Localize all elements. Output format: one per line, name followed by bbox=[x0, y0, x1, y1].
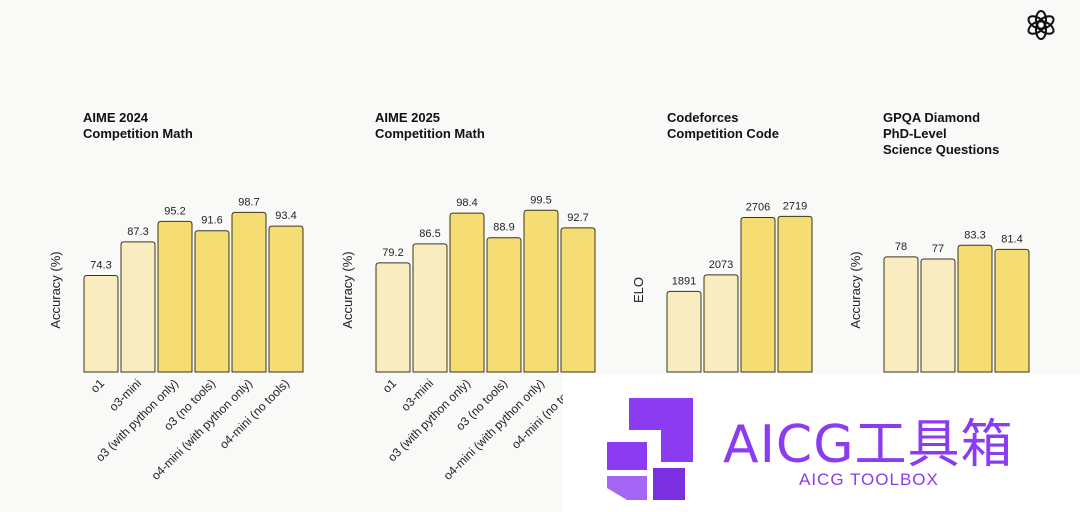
bar bbox=[777, 215, 813, 373]
bar-value-label: 2719 bbox=[783, 200, 807, 212]
bar-value-label: 83.3 bbox=[964, 229, 985, 241]
bar bbox=[375, 262, 411, 373]
watermark-subtitle: AICG TOOLBOX bbox=[799, 470, 939, 489]
openai-logo-icon bbox=[1024, 8, 1058, 42]
bar bbox=[412, 243, 448, 373]
chart-title-line: GPQA Diamond bbox=[883, 110, 980, 125]
bar-value-label: 91.6 bbox=[201, 215, 222, 227]
bar bbox=[157, 220, 193, 373]
aicg-logo-icon bbox=[603, 392, 713, 504]
watermark-title: AICG工具箱 bbox=[723, 415, 1014, 475]
bar-value-label: 78 bbox=[895, 241, 907, 253]
bar-value-label: 79.2 bbox=[382, 247, 403, 259]
bar-value-label: 92.7 bbox=[567, 212, 588, 224]
watermark: AICG工具箱 AICG TOOLBOX bbox=[563, 374, 1080, 512]
x-tick-label: o1 bbox=[88, 376, 108, 396]
bar-value-label: 2706 bbox=[746, 202, 770, 214]
bar bbox=[957, 244, 993, 373]
bar-value-label: 1891 bbox=[672, 275, 696, 287]
bar-value-label: 98.7 bbox=[238, 196, 259, 208]
bar-value-label: 86.5 bbox=[419, 228, 440, 240]
bar-value-label: 93.4 bbox=[275, 210, 296, 222]
bar-value-label: 74.3 bbox=[90, 259, 111, 271]
bar bbox=[740, 217, 776, 373]
bar bbox=[486, 237, 522, 373]
y-axis-label: Accuracy (%) bbox=[340, 251, 355, 328]
bar-value-label: 88.9 bbox=[493, 222, 514, 234]
bar bbox=[268, 225, 304, 373]
y-axis-label: Accuracy (%) bbox=[848, 251, 863, 328]
chart-title-line: PhD-Level bbox=[883, 126, 947, 141]
bar-value-label: 2073 bbox=[709, 259, 733, 271]
bar bbox=[449, 212, 485, 373]
x-tick-label: o4-mini (no tools) bbox=[217, 376, 292, 451]
bar bbox=[883, 256, 919, 373]
y-axis-label: Accuracy (%) bbox=[48, 251, 63, 328]
bar-value-label: 98.4 bbox=[456, 197, 477, 209]
bar bbox=[703, 274, 739, 373]
chart-title-line: Science Questions bbox=[883, 142, 999, 157]
chart-title-line: Codeforces bbox=[667, 110, 739, 125]
chart-title-line: Competition Math bbox=[375, 126, 485, 141]
bar bbox=[120, 241, 156, 373]
bar-value-label: 81.4 bbox=[1001, 233, 1022, 245]
bar bbox=[194, 230, 230, 373]
bar bbox=[231, 211, 267, 373]
bar-value-label: 99.5 bbox=[530, 194, 551, 206]
chart-title-line: AIME 2025 bbox=[375, 110, 440, 125]
y-axis-label: ELO bbox=[631, 277, 646, 303]
bar bbox=[523, 209, 559, 373]
bar-value-label: 77 bbox=[932, 243, 944, 255]
chart-title-line: Competition Code bbox=[667, 126, 779, 141]
bar bbox=[666, 290, 702, 373]
bar-value-label: 95.2 bbox=[164, 205, 185, 217]
chart-title-line: Competition Math bbox=[83, 126, 193, 141]
bar bbox=[994, 248, 1030, 373]
chart-title-line: AIME 2024 bbox=[83, 110, 149, 125]
x-tick-label: o1 bbox=[380, 376, 400, 396]
bar bbox=[920, 258, 956, 373]
bar-value-label: 87.3 bbox=[127, 226, 148, 238]
bar bbox=[560, 227, 596, 373]
bar bbox=[83, 274, 119, 373]
